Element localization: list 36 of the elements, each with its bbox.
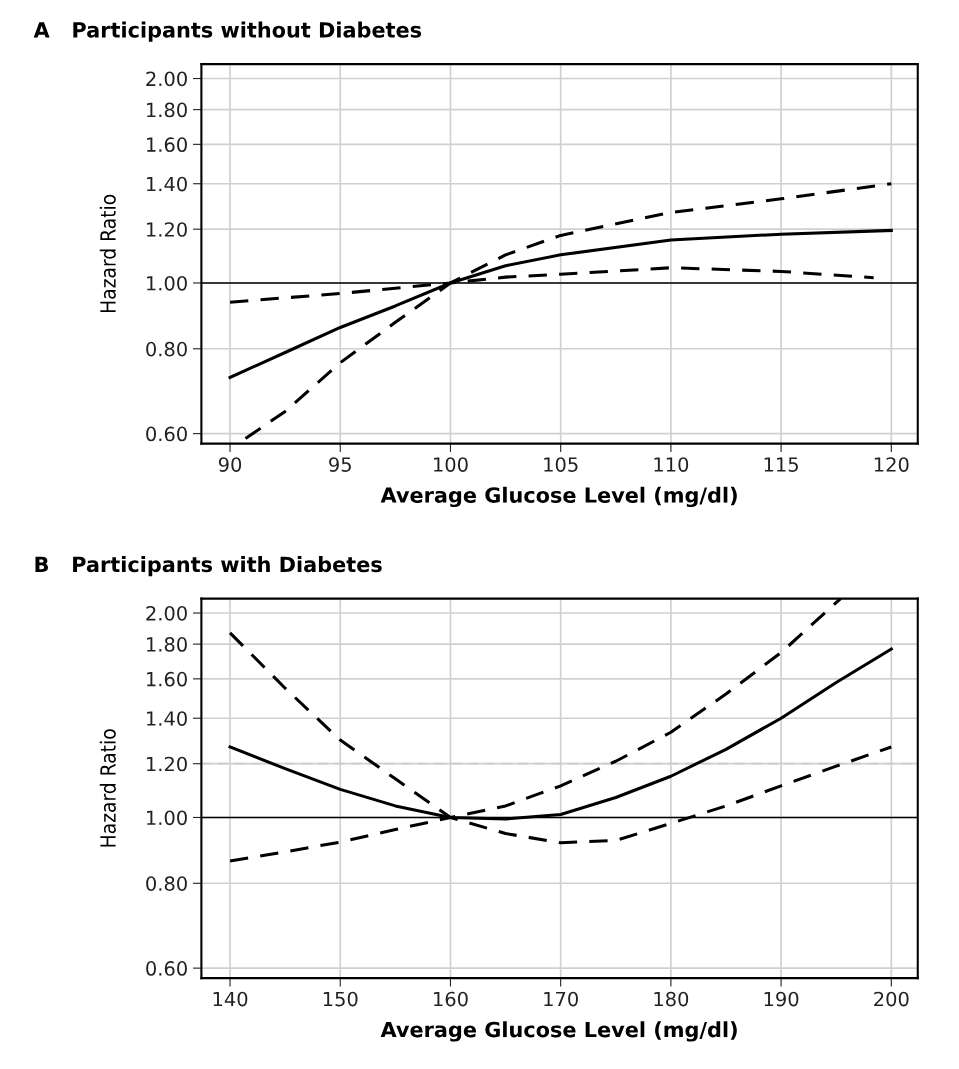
x-tick-label: 170 <box>544 991 578 1007</box>
chart-title: B Participants with Diabetes <box>35 556 382 577</box>
y-tick-label: 1.60 <box>147 137 187 153</box>
y-tick-label: 0.60 <box>146 426 187 442</box>
y-tick-label: 2.00 <box>146 605 187 621</box>
y-tick-label: 1.40 <box>147 711 187 726</box>
y-tick-label: 0.80 <box>146 341 187 357</box>
y-tick-label: 1.00 <box>147 275 187 291</box>
y-tick-label: 0.80 <box>146 876 187 891</box>
x-tick-label: 110 <box>654 457 689 472</box>
y-axis-title: Hazard Ratio <box>99 729 116 847</box>
x-tick-label: 150 <box>323 991 358 1007</box>
y-tick-label: 1.20 <box>147 756 187 772</box>
x-tick-label: 105 <box>544 457 578 472</box>
y-tick-label: 1.40 <box>147 176 187 192</box>
x-tick-label: 100 <box>434 457 468 472</box>
x-tick-label: 120 <box>874 457 909 472</box>
x-axis-title: Average Glucose Level (mg/dl) <box>380 486 737 508</box>
y-tick-label: 0.60 <box>146 961 187 976</box>
x-tick-label: 190 <box>764 991 799 1007</box>
y-tick-label: 1.80 <box>147 637 187 652</box>
x-tick-label: 180 <box>654 991 689 1007</box>
x-tick-label: 200 <box>874 991 909 1007</box>
y-tick-label: 1.60 <box>147 671 187 687</box>
x-tick-label: 160 <box>434 991 468 1007</box>
x-tick-label: 90 <box>218 457 242 472</box>
x-tick-label: 140 <box>213 991 248 1007</box>
y-axis-title: Hazard Ratio <box>99 194 116 313</box>
y-tick-label: 2.00 <box>146 71 187 87</box>
x-tick-label: 115 <box>764 457 798 472</box>
x-axis-title: Average Glucose Level (mg/dl) <box>380 1021 737 1042</box>
y-tick-label: 1.80 <box>147 102 187 118</box>
y-tick-label: 1.20 <box>147 222 187 237</box>
x-tick-label: 95 <box>329 457 351 472</box>
y-tick-label: 1.00 <box>147 810 187 826</box>
chart-title: A Participants without Diabetes <box>33 21 422 42</box>
